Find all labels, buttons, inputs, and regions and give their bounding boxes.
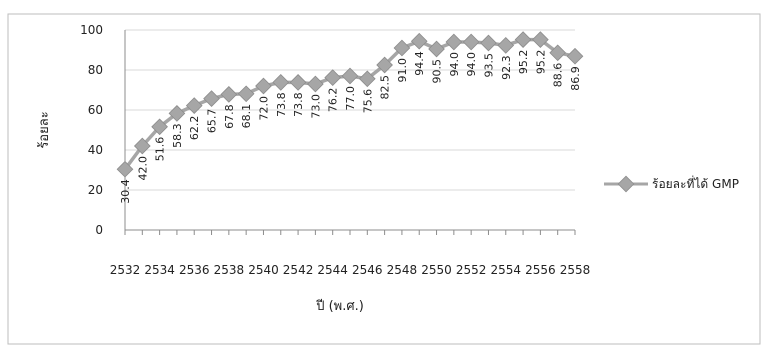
data-point [497,37,515,54]
data-point [203,90,220,107]
data-label: 72.0 [257,96,270,121]
data-label: 94.4 [413,51,426,75]
marker-layer [116,31,584,178]
data-label: 77.0 [344,86,357,111]
y-tick-label: 60 [88,103,103,117]
data-point [237,85,255,103]
data-point [168,105,186,122]
legend-marker [617,175,635,193]
data-point [549,44,567,62]
data-point [185,97,203,114]
x-tick-label: 2542 [283,263,314,277]
data-label: 90.5 [431,59,444,84]
data-label: 94.0 [448,52,461,77]
x-axis-title: ปี (พ.ศ.) [315,298,364,314]
axes [124,30,576,235]
y-tick-label: 20 [88,183,103,197]
x-tick-label: 2556 [525,263,556,277]
data-label: 95.2 [534,50,547,75]
y-tick-labels: 0 20 40 60 80 100 [80,23,103,237]
data-label-layer: 30.4 42.0 51.6 58.3 62.2 65.7 67.8 68.1 72.0 73.8… [119,50,582,204]
data-point [358,70,376,88]
gridlines [125,29,575,191]
data-label: 62.2 [188,116,201,141]
data-label: 73.8 [292,92,305,117]
x-tick-labels: 2532 2534 2536 2538 2540 2542 2544 2546 2548 2550… [110,263,591,277]
data-point [116,160,134,178]
data-point [289,74,307,91]
data-label: 82.5 [379,75,392,100]
data-label: 75.6 [361,89,374,114]
data-label: 88.6 [552,63,565,88]
x-tick-label: 2550 [421,263,452,277]
data-point [133,137,151,155]
y-axis-title: ร้อยละ [37,111,52,148]
x-tick-label: 2534 [144,263,175,277]
data-label: 58.3 [171,123,184,147]
data-label: 91.0 [396,58,409,83]
data-point [307,75,324,93]
data-point [428,40,445,58]
data-label: 92.3 [500,55,513,80]
data-point [376,56,393,74]
data-label: 30.4 [119,179,132,204]
x-tick-label: 2546 [352,263,383,277]
data-point [480,34,497,52]
data-point [393,39,411,57]
data-point [220,86,238,103]
x-tick-label: 2554 [490,263,521,277]
y-tick-label: 100 [80,23,103,37]
y-tick-label: 40 [88,143,103,157]
x-tick-label: 2544 [317,263,348,277]
data-point [566,47,584,65]
x-tick-label: 2540 [248,263,279,277]
data-point [532,31,549,48]
data-label: 67.8 [223,104,236,128]
legend-label: ร้อยละที่ได้ GMP [652,175,739,191]
x-tick-label: 2538 [214,263,245,277]
x-tick-label: 2532 [110,263,141,277]
y-tick-label: 80 [88,63,103,77]
data-point [341,67,359,85]
data-point [445,33,463,51]
x-tick-label: 2558 [560,263,591,277]
x-tick-label: 2548 [387,263,418,277]
data-label: 95.2 [517,50,530,75]
data-point [462,33,480,51]
data-label: 68.1 [240,104,253,129]
data-label: 73.0 [309,94,322,119]
data-label: 86.9 [569,66,582,91]
data-label: 51.6 [154,137,167,162]
data-label: 94.0 [465,52,478,77]
data-point [272,74,290,91]
data-label: 65.7 [206,109,219,134]
legend: ร้อยละที่ได้ GMP [604,175,739,193]
data-label: 76.2 [327,88,340,113]
x-tick-label: 2552 [456,263,487,277]
data-point [514,31,532,48]
data-label: 73.8 [275,92,288,117]
data-point [410,32,428,50]
data-point [255,77,272,95]
data-point [151,118,168,136]
data-label: 93.5 [482,53,495,78]
y-tick-label: 0 [95,223,103,237]
data-label: 42.0 [136,156,149,181]
x-tick-label: 2536 [179,263,210,277]
data-point [324,69,342,86]
